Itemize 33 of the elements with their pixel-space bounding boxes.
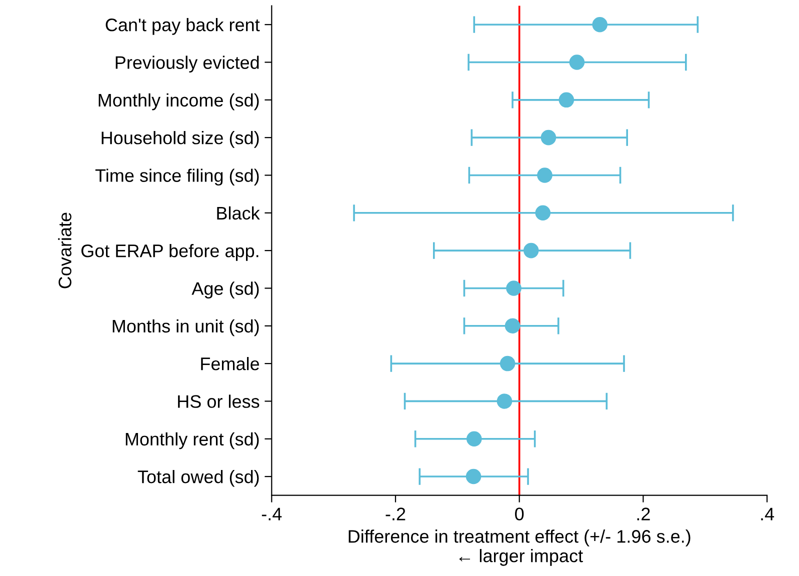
y-tick-label: Age (sd)	[192, 282, 259, 299]
y-tick-label: Total owed (sd)	[138, 470, 259, 487]
point	[466, 431, 482, 447]
y-tick-label: Months in unit (sd)	[112, 319, 259, 336]
y-axis-title: Covariate	[58, 212, 72, 288]
point	[496, 394, 512, 409]
point	[592, 16, 608, 32]
y-tick-label: Monthly income (sd)	[98, 93, 259, 110]
y-tick-label: Black	[217, 206, 260, 220]
x-tick-label: .2	[637, 508, 650, 520]
point	[506, 280, 522, 296]
y-tick-label: Time since filing (sd)	[95, 168, 259, 186]
point	[569, 54, 585, 70]
x-axis-title: Difference in treatment effect (+/- 1.96 s.e.) ← larger impact	[348, 530, 690, 566]
y-tick-label: Female	[201, 357, 260, 370]
y-tick-label: Monthly rent (sd)	[126, 432, 259, 450]
x-tick-label: -.4	[262, 508, 282, 520]
point	[558, 92, 574, 108]
point	[535, 205, 551, 221]
y-tick-label: Got ERAP before app.	[81, 244, 258, 261]
point	[523, 242, 539, 258]
y-tick-label: HS or less	[178, 394, 260, 408]
point	[466, 468, 482, 484]
point	[504, 318, 520, 334]
y-tick-label: Can't pay back rent	[106, 18, 260, 35]
x-tick-label: 0	[515, 508, 524, 520]
point	[537, 168, 552, 183]
point	[540, 130, 556, 146]
point	[500, 356, 516, 372]
y-tick-label: Previously evicted	[116, 56, 259, 73]
y-tick-label: Household size (sd)	[102, 131, 259, 148]
x-tick-label: -.2	[386, 508, 406, 520]
x-tick-label: .4	[761, 508, 774, 520]
